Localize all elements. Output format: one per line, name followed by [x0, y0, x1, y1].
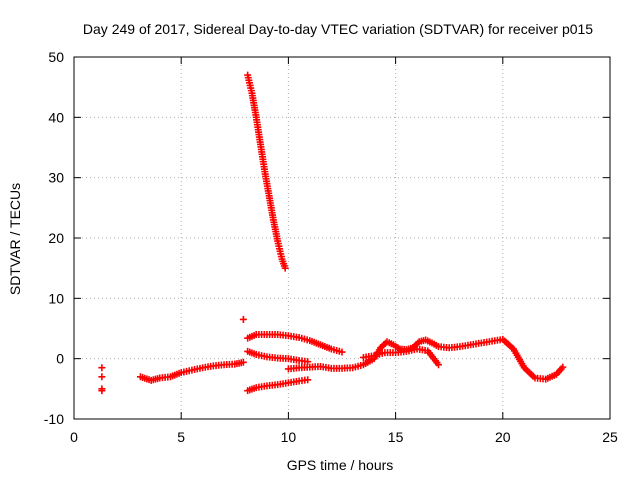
x-axis-label: GPS time / hours: [287, 457, 394, 473]
y-tick-label: 30: [48, 170, 64, 186]
y-tick-label: 40: [48, 109, 64, 125]
x-tick-label: 25: [602, 429, 618, 445]
data-point: [338, 348, 346, 356]
chart-title: Day 249 of 2017, Sidereal Day-to-day VTE…: [83, 21, 593, 37]
x-tick-label: 5: [177, 429, 185, 445]
x-tick-labels: 0 5 10 15 20 25: [70, 429, 618, 445]
y-tick-label: 20: [48, 230, 64, 246]
y-tick-label: 50: [48, 49, 64, 65]
data-point: [98, 387, 106, 395]
grid: [74, 57, 610, 419]
x-tick-label: 0: [70, 429, 78, 445]
data-point: [239, 358, 247, 366]
data-point: [281, 264, 289, 272]
y-tick-labels: -10 0 10 20 30 40 50: [44, 49, 64, 427]
x-tick-label: 10: [281, 429, 297, 445]
data-point: [98, 364, 106, 372]
data-point: [434, 361, 442, 369]
y-tick-label: -10: [44, 411, 64, 427]
y-tick-label: 10: [48, 290, 64, 306]
data-point: [304, 376, 312, 384]
data-point: [98, 373, 106, 381]
x-tick-label: 20: [495, 429, 511, 445]
data-point: [559, 363, 567, 371]
axis-ticks: [73, 56, 611, 420]
x-tick-label: 15: [388, 429, 404, 445]
y-axis-label: SDTVAR / TECUs: [7, 183, 23, 295]
y-tick-label: 0: [56, 351, 64, 367]
data-point: [239, 315, 247, 323]
data-marks: [98, 71, 567, 395]
